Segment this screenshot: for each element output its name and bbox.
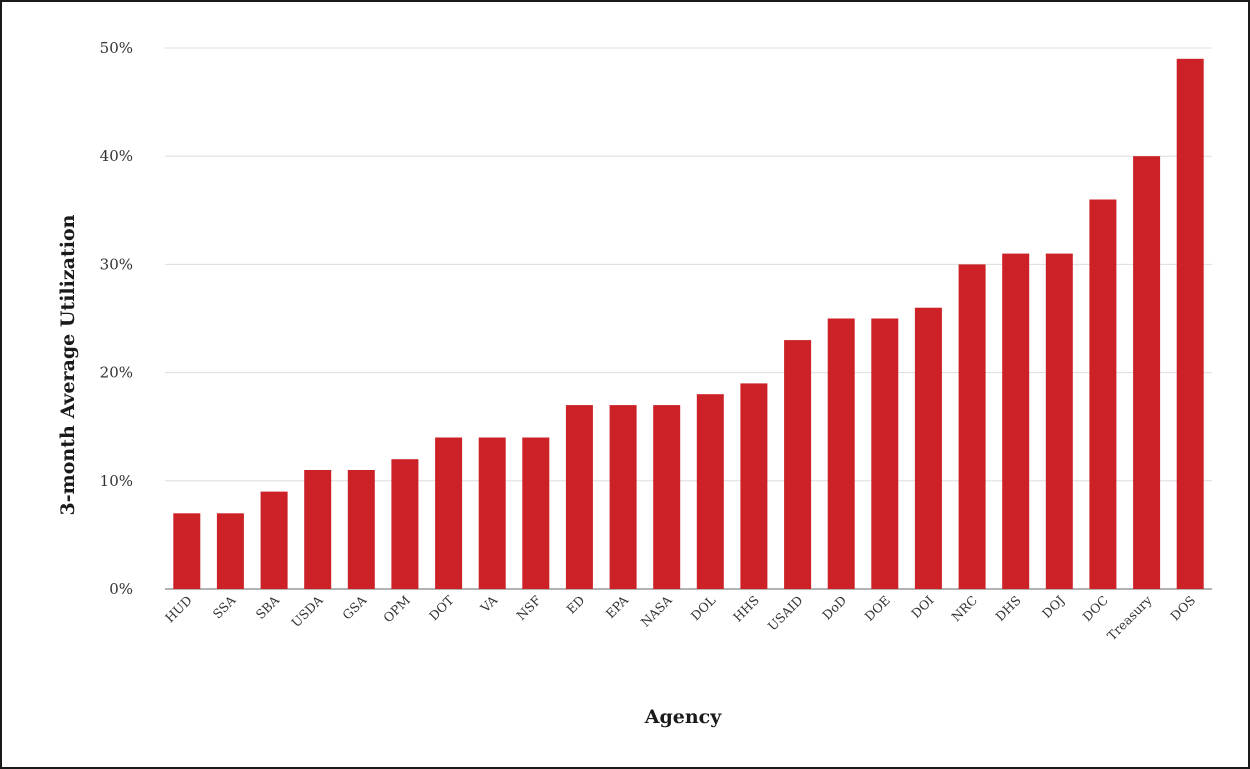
x-tick-labels: HUD SSA SBA USDA GSA OPM DOT VA NSF ED EPA NASA DOL H…	[162, 592, 1198, 643]
x-tick-label: SSA	[210, 592, 240, 622]
bar-ed	[565, 405, 593, 589]
y-tick-label: 30%	[100, 255, 133, 273]
x-tick-label: EPA	[603, 592, 632, 621]
x-tick-label: HUD	[162, 593, 195, 626]
x-tick-label: USDA	[288, 592, 326, 630]
bar-epa	[609, 405, 637, 589]
bar-sba	[260, 491, 288, 589]
y-tick-label: 10%	[100, 472, 133, 490]
bar-doc	[1089, 199, 1117, 589]
x-tick-label: DOS	[1167, 593, 1198, 624]
x-tick-label: NRC	[948, 593, 980, 625]
y-tick-label: 40%	[100, 147, 133, 165]
bar-va	[478, 437, 506, 589]
x-tick-label: DHS	[992, 593, 1023, 624]
x-tick-label: DOJ	[1039, 593, 1067, 621]
y-tick-label: 50%	[100, 39, 133, 57]
bar-dot	[435, 437, 463, 589]
x-tick-label: USAID	[765, 593, 806, 634]
x-tick-label: HHS	[730, 593, 762, 625]
bar-dol	[696, 394, 724, 589]
y-tick-label: 0%	[109, 580, 133, 598]
x-axis-label: Agency	[644, 706, 722, 728]
bar-treasury	[1133, 156, 1161, 589]
bar-nsf	[522, 437, 550, 589]
x-tick-label: OPM	[380, 592, 413, 625]
bar-usaid	[784, 340, 812, 589]
gridlines	[165, 47, 1212, 590]
y-axis-label: 3-month Average Utilization	[57, 214, 79, 515]
bar-opm	[391, 459, 419, 589]
x-tick-label: DOI	[908, 592, 936, 620]
x-tick-label: NASA	[638, 592, 676, 630]
y-tick-label: 20%	[100, 364, 133, 382]
x-tick-label: VA	[477, 592, 501, 616]
bar-ssa	[216, 513, 244, 589]
x-tick-label: GSA	[339, 592, 370, 623]
x-tick-label: NSF	[513, 592, 544, 623]
x-tick-label: ED	[563, 593, 587, 617]
bars	[173, 58, 1204, 590]
bar-nasa	[653, 405, 681, 589]
bar-dod	[827, 318, 855, 589]
bar-usda	[304, 470, 332, 589]
bar-nrc	[958, 264, 986, 589]
bar-doe	[871, 318, 899, 589]
bar-gsa	[347, 470, 375, 589]
x-tick-label: DOC	[1079, 593, 1111, 625]
x-tick-label: DOE	[862, 593, 893, 624]
bar-doi	[914, 307, 942, 589]
x-tick-label: SBA	[253, 592, 283, 622]
x-tick-label: DOL	[688, 593, 719, 624]
x-tick-label: DoD	[819, 593, 849, 623]
x-tick-label: DOT	[426, 592, 457, 623]
bar-hud	[173, 513, 201, 589]
bar-dhs	[1002, 253, 1030, 589]
bar-doj	[1045, 253, 1073, 589]
bar-hhs	[740, 383, 768, 589]
x-tick-label: Treasury	[1104, 592, 1155, 643]
y-tick-labels: 0% 10% 20% 30% 40% 50%	[100, 39, 133, 598]
bar-dos	[1176, 58, 1204, 590]
